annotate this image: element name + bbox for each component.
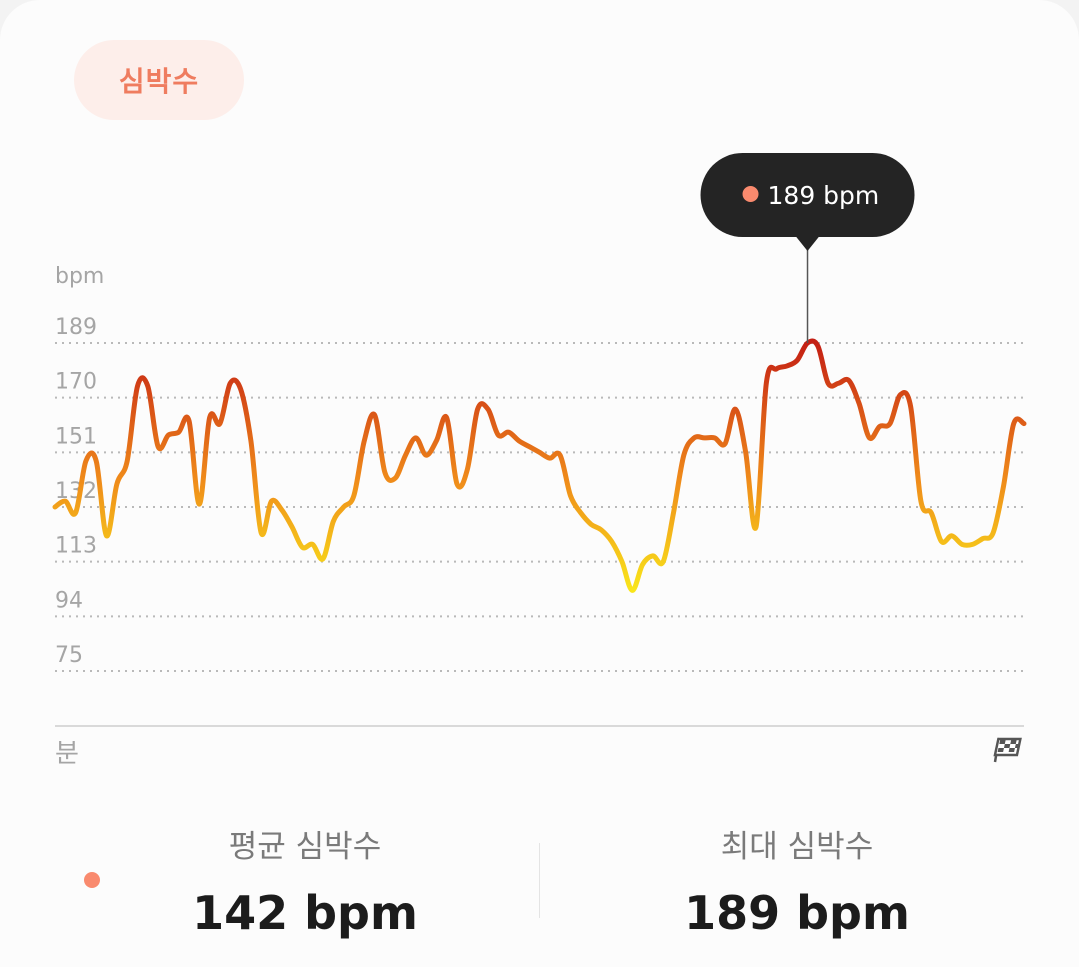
stats-divider xyxy=(539,843,540,918)
tooltip-value: 189 bpm xyxy=(768,181,880,210)
tooltip-box xyxy=(700,153,915,237)
checkered-flag-icon xyxy=(993,737,1022,763)
x-axis-unit-label: 분 xyxy=(55,739,79,769)
y-tick-label: 170 xyxy=(55,370,97,395)
heart-rate-series-line xyxy=(52,338,1027,593)
y-tick-label: 189 xyxy=(55,315,97,340)
max-heart-rate-label: 최대 심박수 xyxy=(720,829,874,865)
max-value-tooltip: 189 bpm xyxy=(700,153,915,343)
y-axis-unit-label: bpm xyxy=(55,264,104,289)
max-heart-rate-stat: 최대 심박수 189 bpm xyxy=(587,825,1007,949)
max-heart-rate-value: 189 bpm xyxy=(684,886,910,940)
y-tick-label: 113 xyxy=(55,534,97,559)
tooltip-pointer xyxy=(795,236,820,251)
average-legend-dot xyxy=(84,872,100,888)
average-heart-rate-label: 평균 심박수 xyxy=(228,829,382,865)
heart-rate-chart[interactable]: bpm 189 170 151 132 113 94 75 분 xyxy=(0,0,1079,800)
y-tick-label: 94 xyxy=(55,588,83,613)
y-tick-label: 151 xyxy=(55,424,97,449)
metric-chip-heart-rate[interactable]: 심박수 xyxy=(74,40,244,120)
tooltip-marker-dot xyxy=(742,186,759,202)
average-heart-rate-stat: 평균 심박수 142 bpm xyxy=(95,825,515,949)
gridlines xyxy=(55,342,1024,672)
y-tick-label: 75 xyxy=(55,643,83,668)
average-heart-rate-value: 142 bpm xyxy=(192,886,418,940)
